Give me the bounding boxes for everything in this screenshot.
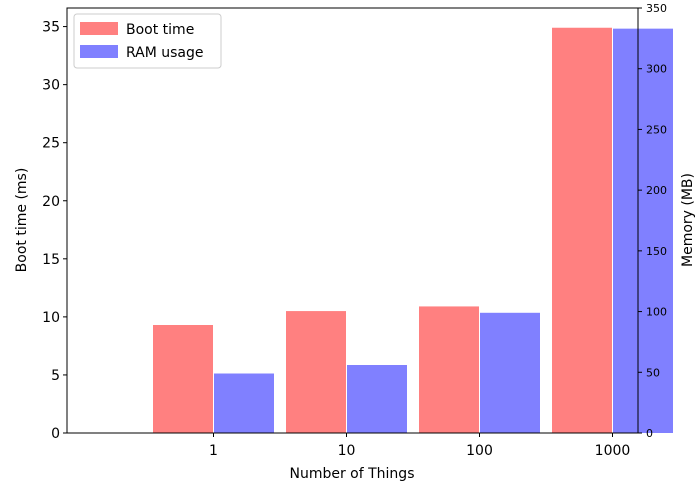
bar-boot-time-1000 <box>552 27 612 433</box>
right-tick-label: 350 <box>646 2 667 15</box>
legend-label-ram-usage: RAM usage <box>126 45 204 61</box>
left-y-axis-label: Boot time (ms) <box>14 168 30 273</box>
right-y-axis: 0 50 100 150 200 250 300 350 <box>638 2 667 440</box>
x-axis-label: Number of Things <box>289 466 414 482</box>
left-tick-label: 0 <box>51 426 60 442</box>
left-tick-label: 20 <box>42 194 60 210</box>
left-tick-label: 5 <box>51 368 60 384</box>
bar-ram-usage-1000 <box>613 28 673 434</box>
right-y-axis-label: Memory (MB) <box>680 173 695 267</box>
x-tick-label: 100 <box>466 443 493 459</box>
x-tick-label: 1 <box>209 443 218 459</box>
bar-boot-time-100 <box>419 306 479 433</box>
right-tick-label: 0 <box>646 427 653 440</box>
bars-group <box>153 27 673 434</box>
plot-frame <box>66 7 639 434</box>
bar-ram-usage-1 <box>214 373 274 433</box>
x-axis: 1 10 100 1000 <box>209 433 630 459</box>
left-tick-label: 30 <box>42 78 60 94</box>
right-tick-label: 100 <box>646 306 667 319</box>
right-tick-label: 200 <box>646 184 667 197</box>
legend: Boot time RAM usage <box>73 13 222 69</box>
left-y-axis: 0 5 10 15 20 25 30 35 <box>42 20 67 442</box>
right-tick-label: 50 <box>646 366 660 379</box>
left-tick-label: 15 <box>42 252 60 268</box>
legend-label-boot-time: Boot time <box>126 22 194 38</box>
right-tick-label: 300 <box>646 63 667 76</box>
left-tick-label: 25 <box>42 136 60 152</box>
legend-swatch-boot-time <box>80 22 118 35</box>
legend-swatch-ram-usage <box>80 45 118 58</box>
bar-boot-time-10 <box>286 311 346 433</box>
x-tick-label: 10 <box>338 443 356 459</box>
right-tick-label: 150 <box>646 245 667 258</box>
right-tick-label: 250 <box>646 123 667 136</box>
left-tick-label: 10 <box>42 310 60 326</box>
x-tick-label: 1000 <box>595 443 631 459</box>
bar-boot-time-1 <box>153 325 213 433</box>
left-tick-label: 35 <box>42 20 60 36</box>
bar-ram-usage-100 <box>480 312 540 433</box>
bar-ram-usage-10 <box>347 365 407 433</box>
